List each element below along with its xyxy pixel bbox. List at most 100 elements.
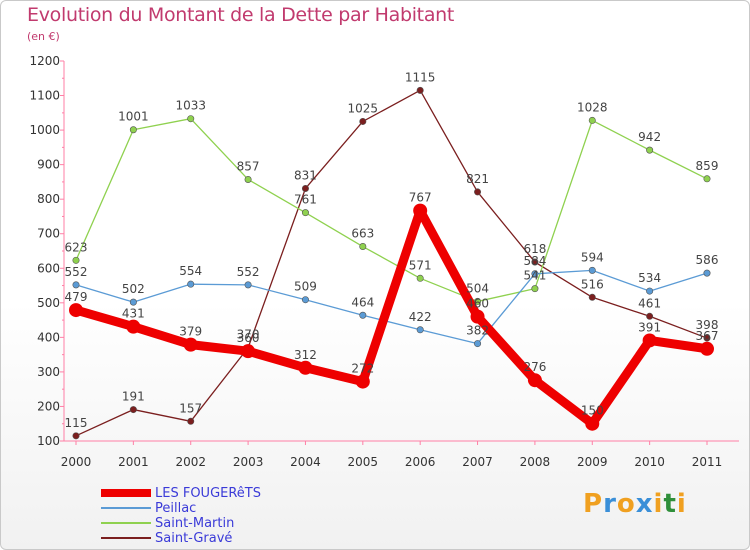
data-label: 382 xyxy=(466,324,489,338)
data-label: 391 xyxy=(638,320,661,334)
legend-item: Saint-Gravé xyxy=(101,531,321,546)
data-label: 502 xyxy=(122,282,145,296)
x-tick-label: 2004 xyxy=(290,455,321,469)
data-point xyxy=(301,209,309,217)
data-point xyxy=(531,285,539,293)
data-label: 821 xyxy=(466,172,489,186)
data-point xyxy=(301,184,309,192)
data-point xyxy=(244,281,252,289)
y-tick-label: 300 xyxy=(37,365,60,379)
logo-letter: r xyxy=(603,489,617,519)
data-point xyxy=(359,117,367,125)
data-label: 504 xyxy=(466,281,489,295)
data-label: 663 xyxy=(351,227,374,241)
data-point xyxy=(646,146,654,154)
proxiti-logo: Proxiti xyxy=(583,489,687,519)
data-label: 1028 xyxy=(577,100,608,114)
data-point xyxy=(126,319,141,334)
y-tick-label: 1000 xyxy=(29,123,60,137)
data-point xyxy=(416,274,424,282)
data-point xyxy=(585,416,600,431)
data-point xyxy=(359,311,367,319)
data-point xyxy=(244,175,252,183)
data-label: 584 xyxy=(523,254,546,268)
data-label: 398 xyxy=(696,318,719,332)
data-label: 571 xyxy=(409,258,432,272)
y-tick-label: 700 xyxy=(37,227,60,241)
y-tick-label: 100 xyxy=(37,434,60,448)
data-label: 554 xyxy=(179,264,202,278)
series-line xyxy=(75,118,708,303)
data-label: 509 xyxy=(294,280,317,294)
data-label: 831 xyxy=(294,168,317,182)
data-point xyxy=(703,175,711,183)
data-label: 534 xyxy=(638,271,661,285)
legend-label: Saint-Martin xyxy=(155,516,235,531)
logo-letter: x xyxy=(635,489,654,519)
data-point xyxy=(72,256,80,264)
data-label: 552 xyxy=(237,265,260,279)
data-label: 552 xyxy=(65,265,88,279)
data-label: 1115 xyxy=(405,70,436,84)
data-label: 857 xyxy=(237,159,260,173)
series-2 xyxy=(72,115,711,305)
legend-swatch xyxy=(101,489,151,497)
data-label: 272 xyxy=(351,362,374,376)
data-point xyxy=(72,281,80,289)
data-point xyxy=(69,303,83,318)
data-point xyxy=(474,188,482,196)
y-tick-label: 500 xyxy=(37,296,60,310)
data-label: 516 xyxy=(581,277,604,291)
x-tick-label: 2006 xyxy=(405,455,436,469)
data-point xyxy=(413,203,428,218)
data-point xyxy=(187,280,195,288)
data-label: 1033 xyxy=(175,99,206,113)
data-point xyxy=(470,309,485,324)
data-label: 379 xyxy=(179,325,202,339)
series-1 xyxy=(72,266,711,348)
data-label: 479 xyxy=(65,290,88,304)
data-point xyxy=(531,258,539,266)
y-tick-label: 1200 xyxy=(29,54,60,68)
data-point xyxy=(703,269,711,277)
chart-legend: LES FOUGERêTS Peillac Saint-Martin Saint-Gr… xyxy=(101,486,321,546)
data-point xyxy=(531,270,539,278)
logo-letter: P xyxy=(583,489,604,519)
legend-swatch xyxy=(101,537,151,539)
series-0 xyxy=(69,203,714,431)
data-point xyxy=(588,266,596,274)
y-tick-label: 1100 xyxy=(29,89,60,103)
data-label: 464 xyxy=(351,295,374,309)
data-point xyxy=(187,417,195,425)
x-tick-label: 2005 xyxy=(348,455,379,469)
data-point xyxy=(700,341,714,356)
data-label: 370 xyxy=(237,328,260,342)
chart-title: Evolution du Montant de la Dette par Hab… xyxy=(27,4,455,26)
series-line xyxy=(71,206,712,429)
legend-label: Saint-Gravé xyxy=(155,531,233,546)
x-tick-label: 2007 xyxy=(462,455,493,469)
data-label: 157 xyxy=(179,401,202,415)
data-point xyxy=(646,312,654,320)
x-tick-label: 2010 xyxy=(634,455,665,469)
logo-letter: i xyxy=(653,489,664,519)
legend-item: LES FOUGERêTS xyxy=(101,486,321,501)
data-point xyxy=(129,126,137,134)
legend-label: Peillac xyxy=(155,501,197,516)
data-label: 150 xyxy=(581,404,604,418)
data-label: 859 xyxy=(696,159,719,173)
y-tick-label: 800 xyxy=(37,192,60,206)
series-line xyxy=(75,89,708,437)
data-label: 761 xyxy=(294,193,317,207)
data-point xyxy=(646,287,654,295)
x-tick-label: 2003 xyxy=(233,455,264,469)
data-label: 367 xyxy=(696,329,719,343)
logo-letter: t xyxy=(663,489,677,519)
data-point xyxy=(588,116,596,124)
legend-label: LES FOUGERêTS xyxy=(155,486,261,501)
data-point xyxy=(183,337,198,352)
data-label: 360 xyxy=(237,331,260,345)
data-point xyxy=(355,374,370,389)
